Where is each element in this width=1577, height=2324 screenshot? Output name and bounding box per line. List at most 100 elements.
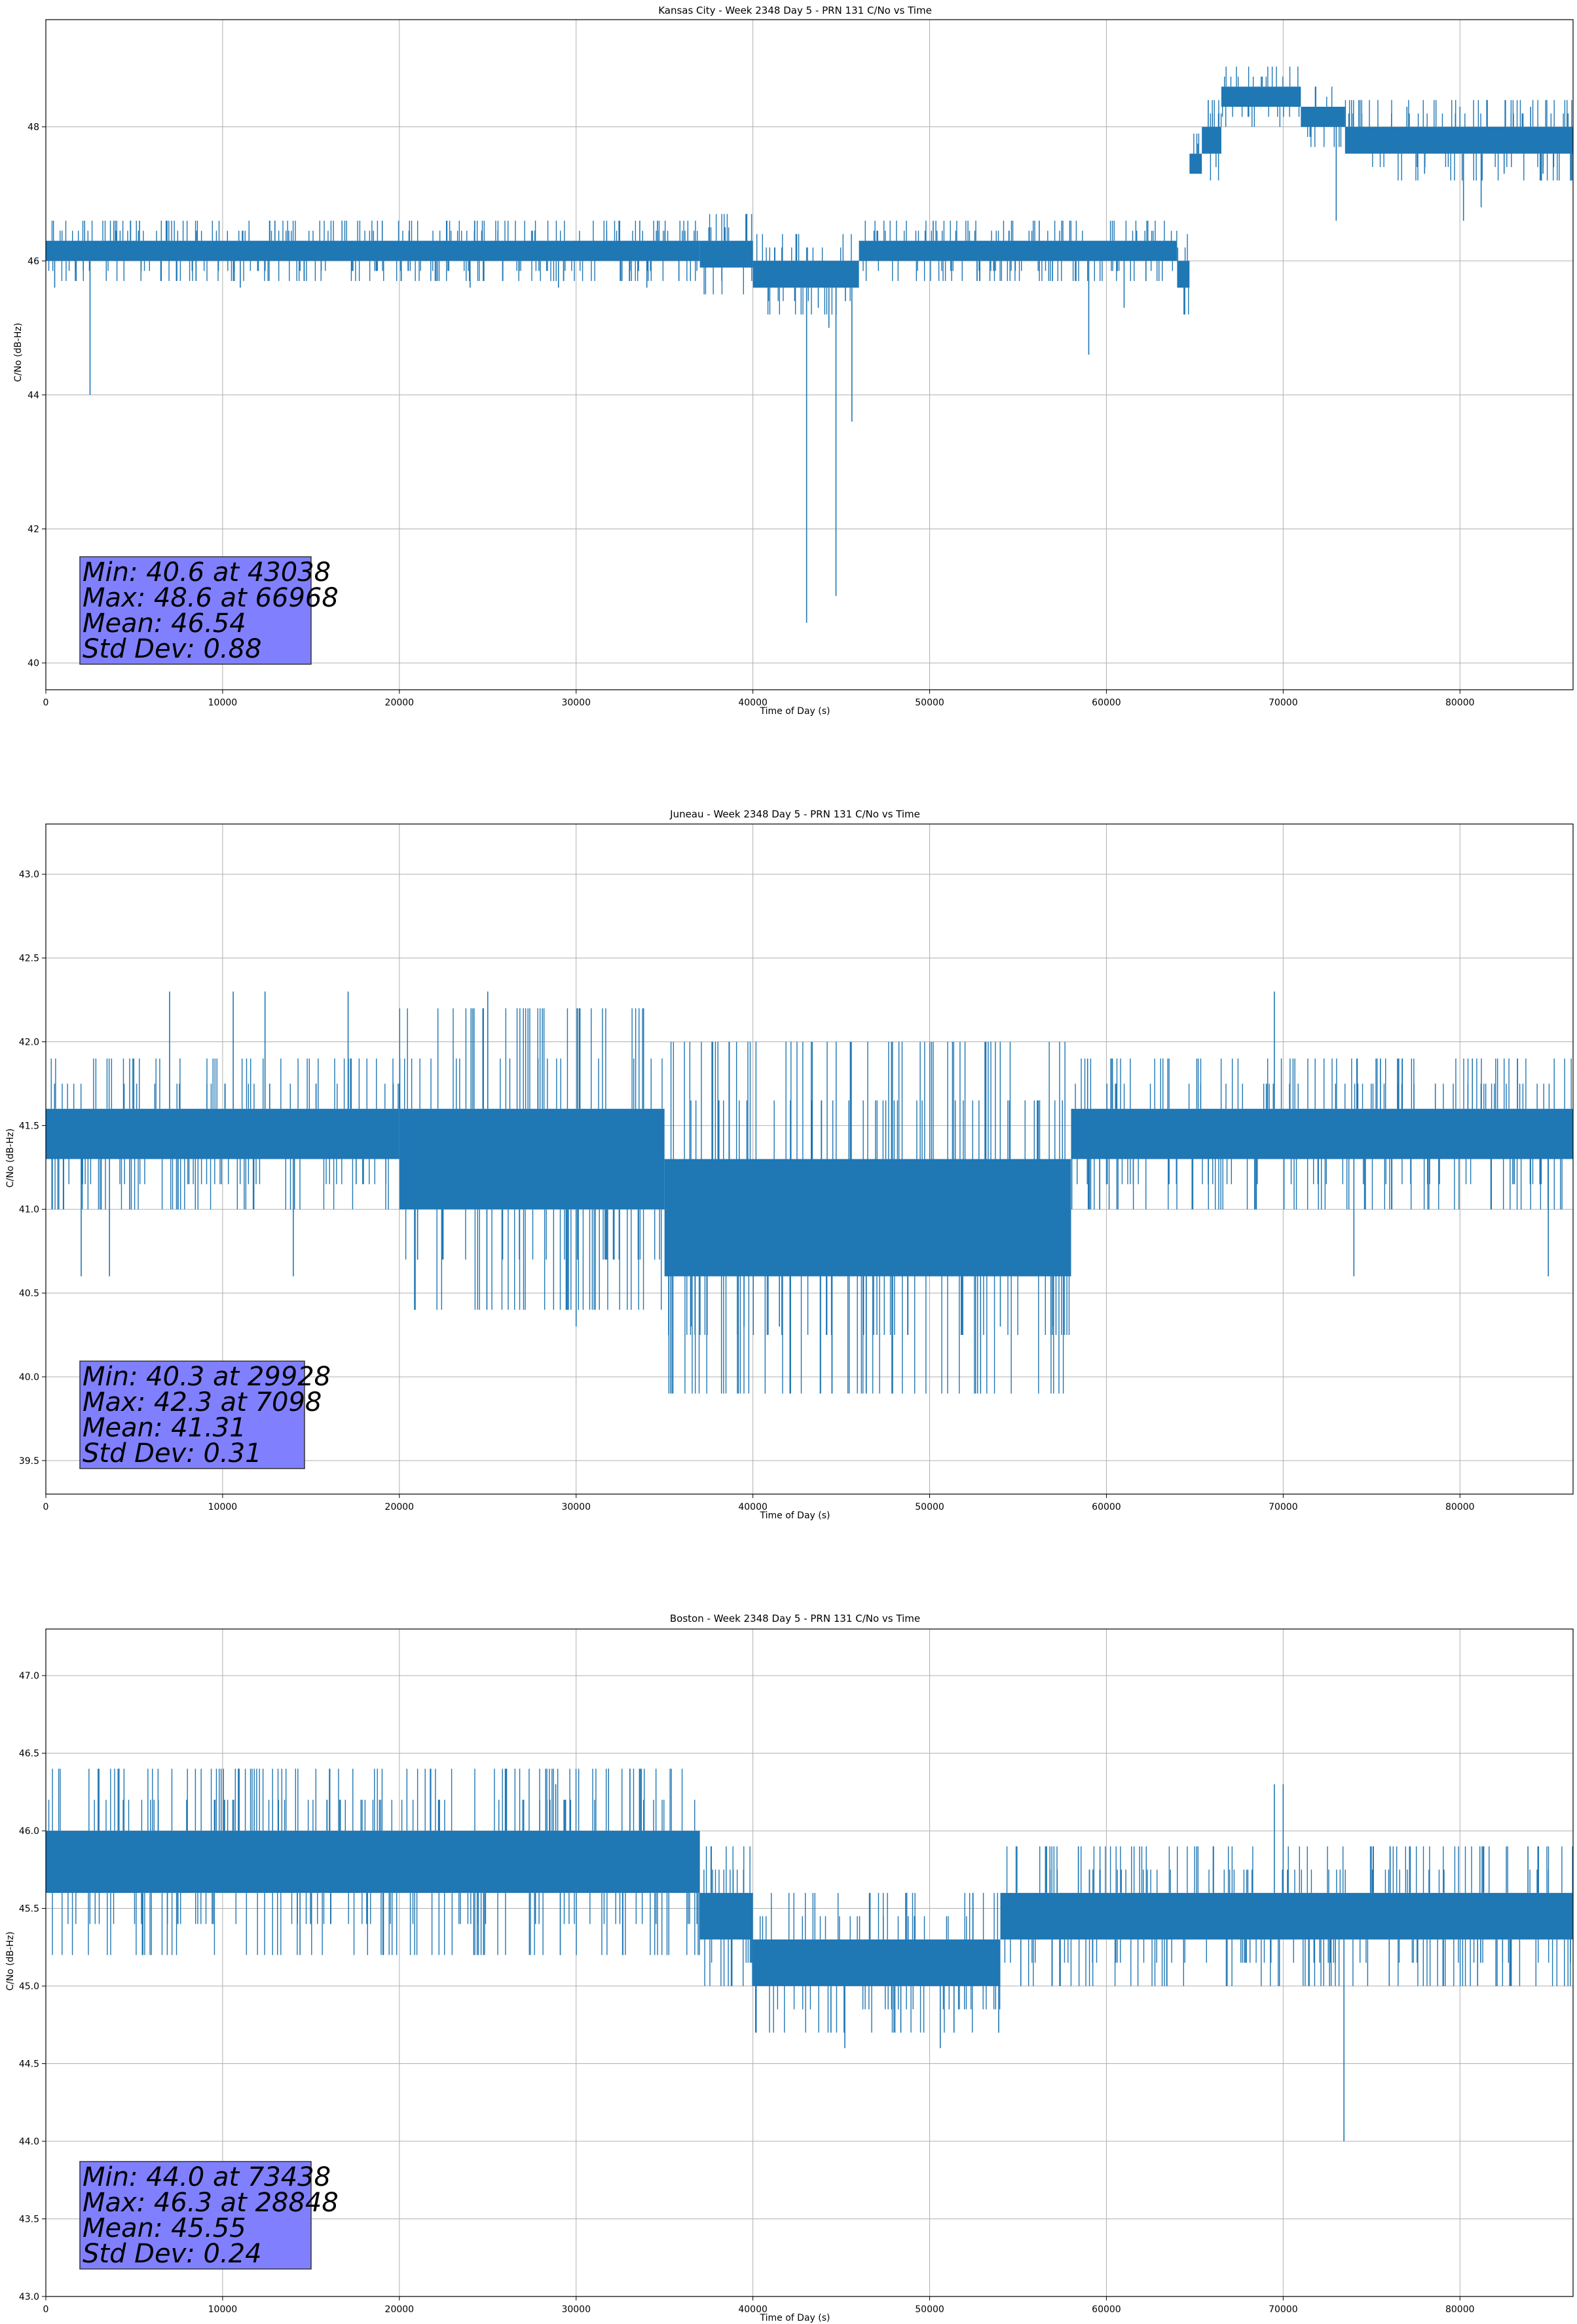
stats-mean: Mean: 41.31 xyxy=(83,1413,246,1443)
x-tick-label: 50000 xyxy=(915,1502,944,1512)
series-cno xyxy=(46,991,1573,1394)
signal-band xyxy=(699,240,753,268)
x-axis-label: Time of Day (s) xyxy=(760,1510,830,1521)
y-tick-label: 40.0 xyxy=(19,1372,39,1383)
x-tick-label: 10000 xyxy=(208,2304,238,2315)
y-tick-label: 42 xyxy=(28,524,39,534)
series-cno xyxy=(46,66,1573,623)
stats-box-background xyxy=(79,1360,305,1469)
signal-band xyxy=(1301,106,1345,127)
stats-box-background xyxy=(79,556,312,665)
y-tick-label: 44 xyxy=(28,390,39,401)
y-tick-label: 48 xyxy=(28,122,39,133)
x-tick-label: 0 xyxy=(43,698,49,708)
stats-std-dev: Std Dev: 0.24 xyxy=(83,2239,262,2269)
signal-band xyxy=(1221,86,1301,107)
stats-box: Min: 44.0 at 73438 Max: 46.3 at 28848 Me… xyxy=(79,2161,339,2270)
y-tick-label: 46.0 xyxy=(19,1826,39,1837)
axis-ticks: 0 10000 20000 30000 40000 50000 60000 70000 8000… xyxy=(19,870,1475,1512)
signal-band xyxy=(46,1108,399,1159)
signal-band xyxy=(664,1159,1071,1277)
y-tick-label: 47.0 xyxy=(19,1671,39,1681)
signal-band xyxy=(1000,1892,1573,1940)
x-tick-label: 80000 xyxy=(1445,1502,1475,1512)
signal-band xyxy=(1189,153,1202,174)
y-tick-label: 43.0 xyxy=(19,2292,39,2302)
y-tick-label: 41.0 xyxy=(19,1205,39,1215)
axis-ticks: 0 10000 20000 30000 40000 50000 60000 70000 8000… xyxy=(28,122,1474,708)
x-tick-label: 0 xyxy=(43,1502,49,1512)
x-axis-label: Time of Day (s) xyxy=(760,706,830,717)
x-tick-label: 80000 xyxy=(1445,698,1475,708)
stats-box-background xyxy=(79,2161,312,2270)
signal-band xyxy=(399,1108,665,1210)
signal-band xyxy=(699,1892,753,1940)
x-tick-label: 10000 xyxy=(208,1502,238,1512)
y-axis-label: C/No (dB-Hz) xyxy=(5,1932,16,1991)
stats-min: Min: 44.0 at 73438 xyxy=(83,2162,331,2192)
stats-min: Min: 40.6 at 43038 xyxy=(83,557,331,588)
chart-title: Juneau - Week 2348 Day 5 - PRN 131 C/No … xyxy=(669,808,920,820)
x-tick-label: 40000 xyxy=(738,2304,768,2315)
chart-title: Boston - Week 2348 Day 5 - PRN 131 C/No … xyxy=(670,1613,920,1624)
plot-frame xyxy=(45,1628,1574,2297)
stats-max: Max: 46.3 at 28848 xyxy=(83,2188,339,2218)
y-tick-label: 39.5 xyxy=(19,1456,39,1467)
stats-std-dev: Std Dev: 0.88 xyxy=(83,634,262,664)
y-tick-label: 41.5 xyxy=(19,1121,39,1131)
y-tick-label: 40 xyxy=(28,658,39,669)
signal-band xyxy=(1071,1108,1573,1159)
signal-band xyxy=(859,240,1178,261)
x-tick-label: 60000 xyxy=(1092,1502,1121,1512)
x-tick-label: 30000 xyxy=(561,698,591,708)
stats-mean: Mean: 45.55 xyxy=(83,2213,246,2243)
plot-frame xyxy=(45,19,1574,690)
y-tick-label: 43.0 xyxy=(19,870,39,880)
stats-box: Min: 40.6 at 43038 Max: 48.6 at 66968 Me… xyxy=(79,556,339,665)
y-axis-label: C/No (dB-Hz) xyxy=(5,1129,16,1188)
y-tick-label: 45.0 xyxy=(19,1981,39,1992)
signal-band xyxy=(1177,261,1190,288)
x-tick-label: 70000 xyxy=(1269,698,1298,708)
x-tick-label: 70000 xyxy=(1269,2304,1298,2315)
x-tick-label: 20000 xyxy=(385,2304,415,2315)
x-tick-label: 50000 xyxy=(915,2304,944,2315)
x-tick-label: 20000 xyxy=(385,698,415,708)
x-tick-label: 70000 xyxy=(1269,1502,1298,1512)
y-tick-label: 44.5 xyxy=(19,2059,39,2070)
x-tick-label: 20000 xyxy=(385,1502,415,1512)
y-tick-label: 46.5 xyxy=(19,1749,39,1759)
plot-frame xyxy=(45,823,1574,1495)
x-tick-label: 10000 xyxy=(208,698,238,708)
signal-band xyxy=(46,1831,700,1893)
stats-std-dev: Std Dev: 0.31 xyxy=(83,1438,262,1469)
x-tick-label: 30000 xyxy=(561,1502,591,1512)
x-axis-label: Time of Day (s) xyxy=(760,2313,830,2323)
x-tick-label: 40000 xyxy=(738,1502,768,1512)
y-tick-label: 46 xyxy=(28,256,39,267)
signal-band xyxy=(1202,126,1221,154)
y-tick-label: 42.5 xyxy=(19,954,39,964)
chart-panel-juneau: Juneau - Week 2348 Day 5 - PRN 131 C/No … xyxy=(5,808,1574,1521)
y-tick-label: 40.5 xyxy=(19,1288,39,1299)
chart-panel-boston: Boston - Week 2348 Day 5 - PRN 131 C/No … xyxy=(5,1613,1574,2323)
y-tick-label: 43.5 xyxy=(19,2215,39,2225)
signal-band xyxy=(752,261,859,288)
y-tick-label: 44.0 xyxy=(19,2137,39,2147)
stats-max: Max: 48.6 at 66968 xyxy=(83,583,339,613)
stats-max: Max: 42.3 at 7098 xyxy=(83,1387,322,1417)
x-tick-label: 50000 xyxy=(915,698,944,708)
x-tick-label: 80000 xyxy=(1445,2304,1475,2315)
stats-min: Min: 40.3 at 29928 xyxy=(83,1362,331,1392)
y-tick-label: 42.0 xyxy=(19,1037,39,1047)
x-tick-label: 60000 xyxy=(1092,698,1121,708)
chart-title: Kansas City - Week 2348 Day 5 - PRN 131 … xyxy=(658,5,932,16)
x-tick-label: 60000 xyxy=(1092,2304,1121,2315)
y-tick-label: 45.5 xyxy=(19,1904,39,1915)
y-axis-label: C/No (dB-Hz) xyxy=(13,323,24,382)
signal-band xyxy=(1345,126,1573,154)
stats-mean: Mean: 46.54 xyxy=(83,609,246,639)
signal-band xyxy=(46,240,700,261)
x-tick-label: 30000 xyxy=(561,2304,591,2315)
